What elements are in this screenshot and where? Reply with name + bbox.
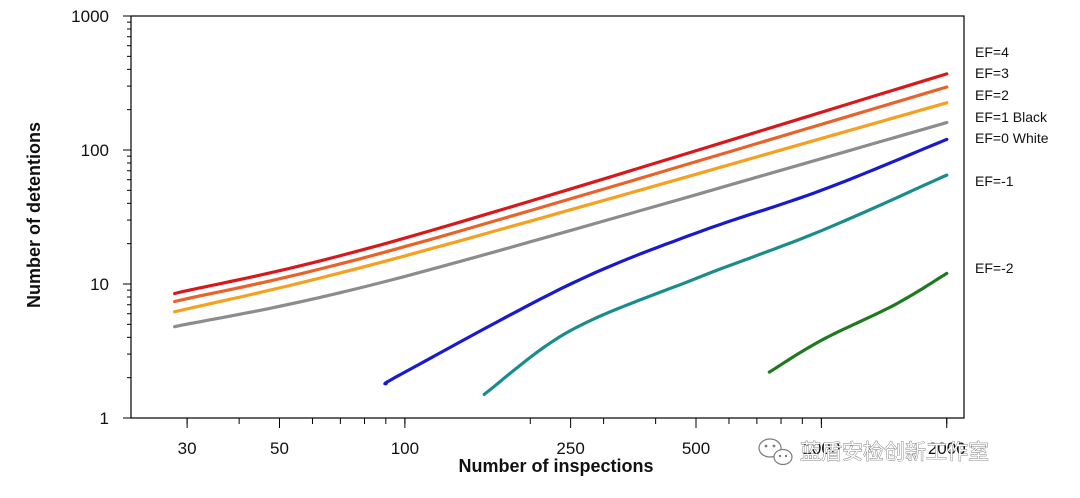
series-label: EF=1 Black	[975, 109, 1048, 125]
series-line-6	[767, 271, 949, 374]
watermark-text: 蓝盾安检创新工作室	[800, 440, 989, 464]
series-line-4	[383, 137, 949, 386]
y-axis-title: Number of detentions	[24, 122, 44, 308]
y-tick-label: 1	[100, 409, 109, 428]
series-label: EF=0 White	[975, 130, 1049, 146]
series-label: EF=4	[975, 44, 1009, 60]
watermark: 蓝盾安检创新工作室	[758, 438, 989, 466]
series-line-5	[482, 173, 949, 396]
series-line-3	[173, 121, 949, 329]
series-line-0	[173, 72, 949, 296]
x-tick-label: 500	[682, 439, 710, 458]
y-tick-label: 100	[81, 141, 109, 160]
x-tick-label: 100	[391, 439, 419, 458]
series-line-2	[173, 101, 949, 314]
x-tick-label: 250	[556, 439, 584, 458]
series-label: EF=3	[975, 65, 1009, 81]
y-axis-ticks: 1 10 100 1000	[71, 7, 131, 428]
series-label: EF=-1	[975, 173, 1014, 189]
x-axis-ticks: 30 50 100 250 500 1000 2000	[178, 418, 966, 458]
x-tick-label: 30	[178, 439, 197, 458]
series-label: EF=2	[975, 87, 1009, 103]
series-lines	[173, 72, 949, 396]
y-tick-label: 1000	[71, 7, 109, 26]
x-axis-title: Number of inspections	[458, 456, 653, 476]
x-tick-label: 1000	[802, 439, 840, 458]
series-line-1	[173, 85, 949, 304]
series-labels: EF=4 EF=3 EF=2 EF=1 Black EF=0 White EF=-1 EF=…	[975, 44, 1049, 276]
x-tick-label: 50	[270, 439, 289, 458]
y-tick-label: 10	[90, 275, 109, 294]
wechat-icon	[758, 438, 793, 466]
x-tick-label: 2000	[928, 439, 966, 458]
series-label: EF=-2	[975, 260, 1014, 276]
